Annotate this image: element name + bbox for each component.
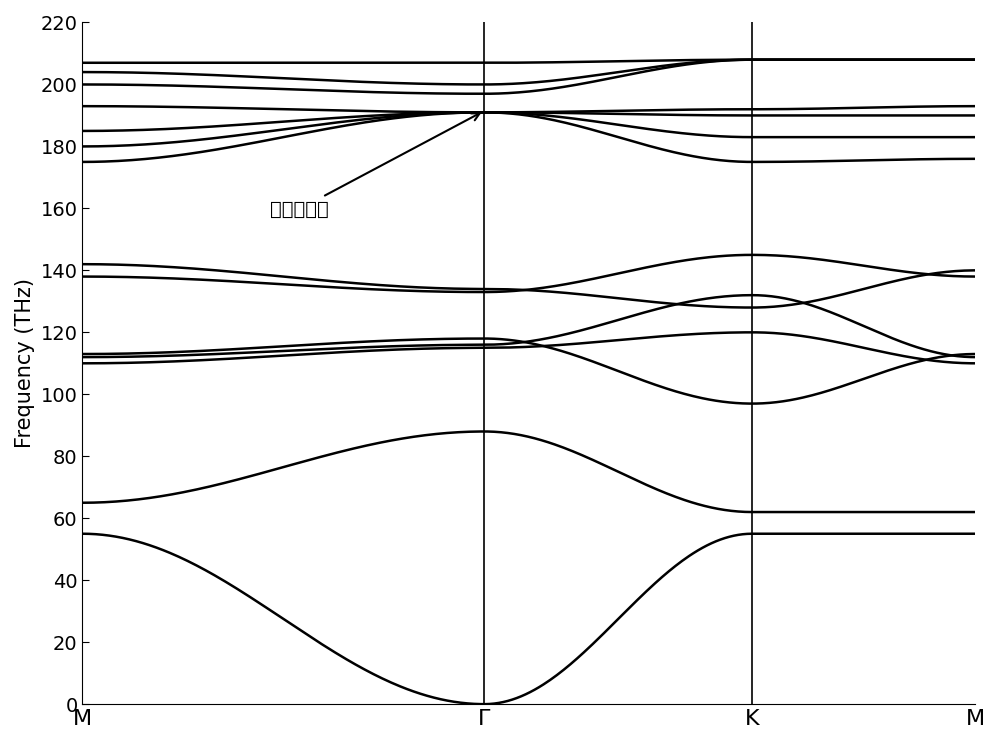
Text: 双狄拉克点: 双狄拉克点: [270, 113, 480, 219]
Y-axis label: Frequency (THz): Frequency (THz): [15, 278, 35, 449]
